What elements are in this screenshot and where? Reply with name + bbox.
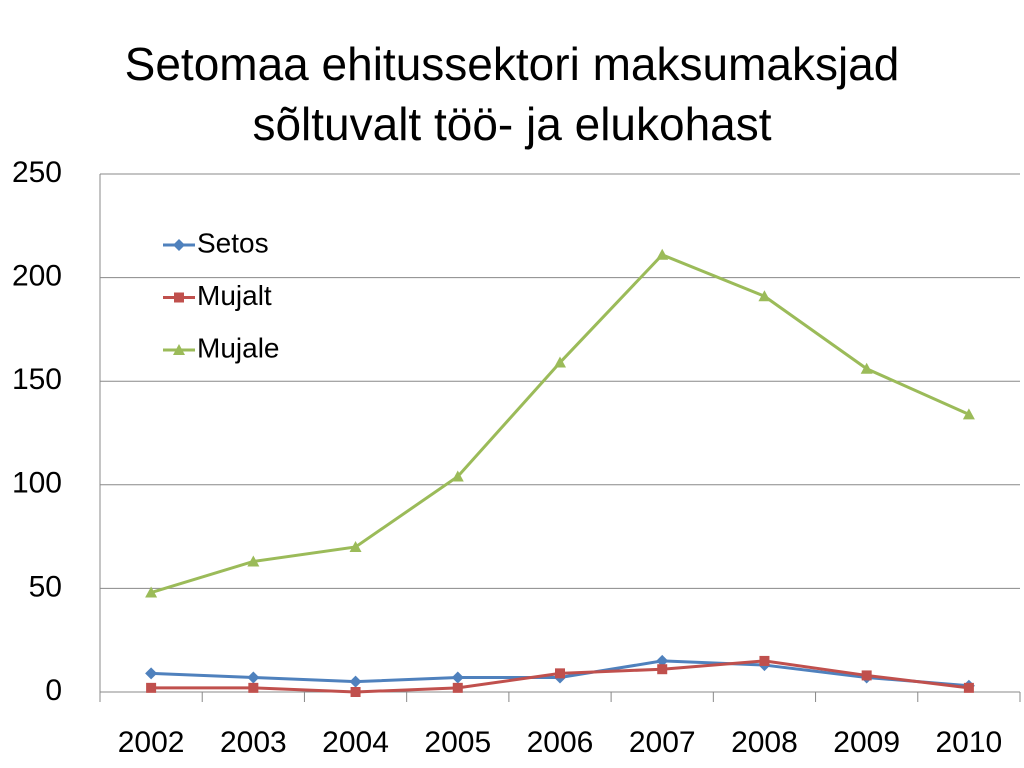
legend-marker (173, 239, 185, 251)
legend-label: Mujale (197, 332, 279, 363)
y-tick-label: 200 (12, 260, 62, 293)
x-tick-label: 2009 (833, 726, 900, 759)
data-point (451, 671, 464, 684)
data-point (962, 408, 975, 420)
data-point (349, 540, 362, 552)
x-tick-label: 2010 (936, 726, 1003, 759)
data-point (451, 470, 464, 482)
data-point (247, 671, 260, 684)
legend-label: Setos (197, 227, 269, 258)
data-point (452, 682, 463, 693)
data-point (861, 670, 872, 681)
x-tick-label: 2002 (118, 726, 185, 759)
data-point (554, 356, 566, 368)
legend-marker (174, 292, 184, 303)
chart-title: Setomaa ehitussektori maksumaksjad sõltu… (124, 38, 900, 150)
data-point (350, 687, 361, 697)
data-point (963, 682, 974, 693)
data-point (145, 586, 158, 598)
x-tick-label: 2004 (322, 726, 389, 759)
x-tick-label: 2008 (731, 726, 798, 759)
data-point (146, 682, 157, 693)
data-point (758, 290, 771, 302)
data-point (860, 362, 873, 374)
y-tick-label: 250 (12, 156, 62, 189)
data-point (657, 664, 668, 675)
x-tick-label: 2005 (424, 726, 491, 759)
data-point (759, 655, 770, 666)
y-tick-label: 150 (12, 363, 62, 396)
legend-label: Mujalt (197, 280, 272, 311)
y-tick-label: 50 (29, 570, 62, 603)
legend-marker (173, 344, 185, 355)
x-tick-label: 2006 (527, 726, 594, 759)
y-tick-label: 100 (12, 467, 62, 500)
x-tick-label: 2003 (220, 726, 287, 759)
data-point (349, 675, 362, 688)
data-point (248, 682, 259, 693)
series-line (150, 253, 970, 594)
data-point (145, 667, 158, 680)
data-point (247, 555, 260, 567)
data-point (656, 654, 669, 667)
data-point (555, 668, 565, 679)
data-point (656, 248, 669, 260)
y-tick-label: 0 (45, 674, 62, 707)
x-tick-label: 2007 (629, 726, 696, 759)
